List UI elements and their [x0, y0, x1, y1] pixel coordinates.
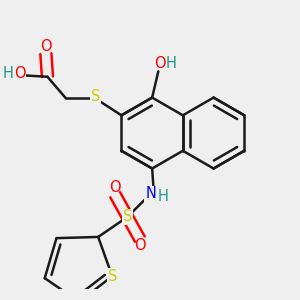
Text: O: O [135, 238, 146, 253]
Text: O: O [109, 180, 120, 195]
Text: S: S [123, 209, 132, 224]
Text: N: N [145, 186, 156, 201]
Text: H: H [166, 56, 177, 71]
Text: S: S [91, 89, 100, 104]
Text: O: O [14, 67, 26, 82]
Text: H: H [2, 67, 14, 82]
Text: O: O [40, 39, 52, 54]
Text: H: H [158, 189, 168, 204]
Text: O: O [154, 56, 166, 71]
Text: S: S [107, 269, 117, 284]
